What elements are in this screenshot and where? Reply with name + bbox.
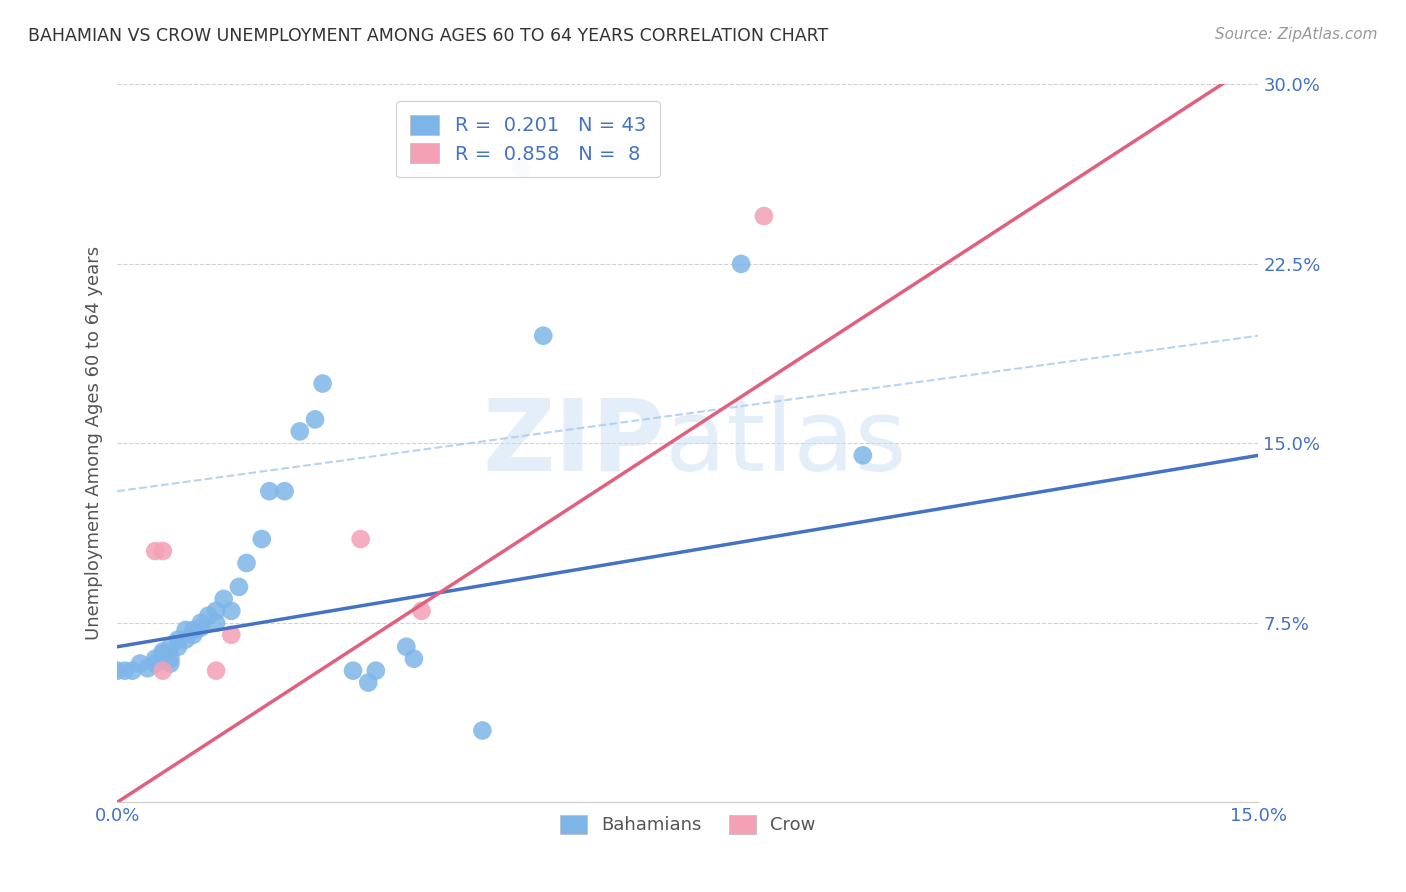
Point (143, 544, 166, 558)
Point (190, 615, 212, 630)
Point (129, 657, 152, 671)
Legend: Bahamians, Crow: Bahamians, Crow (551, 806, 825, 844)
Point (174, 632, 197, 647)
Point (350, 532, 373, 546)
Point (143, 657, 166, 671)
Point (471, 723, 494, 738)
Point (159, 651, 181, 665)
Point (181, 628, 204, 642)
Point (342, 664, 364, 678)
Point (152, 664, 174, 678)
Point (273, 484, 295, 499)
Point (852, 448, 875, 462)
Point (357, 675, 380, 690)
Point (235, 556, 257, 570)
Point (221, 628, 243, 642)
Point (395, 640, 418, 654)
Point (364, 664, 387, 678)
Point (114, 664, 136, 678)
Text: Source: ZipAtlas.com: Source: ZipAtlas.com (1215, 27, 1378, 42)
Point (304, 412, 326, 426)
Point (152, 644, 174, 658)
Point (228, 580, 250, 594)
Point (181, 623, 204, 637)
Point (159, 657, 181, 671)
Point (105, 664, 128, 678)
Point (167, 632, 190, 647)
Point (152, 544, 174, 558)
Point (121, 664, 143, 678)
Point (509, 161, 531, 176)
Text: BAHAMIAN VS CROW UNEMPLOYMENT AMONG AGES 60 TO 64 YEARS CORRELATION CHART: BAHAMIAN VS CROW UNEMPLOYMENT AMONG AGES… (28, 27, 828, 45)
Point (250, 532, 273, 546)
Point (205, 604, 228, 618)
Text: ZIP: ZIP (482, 395, 665, 491)
Point (259, 484, 281, 499)
Point (190, 621, 212, 635)
Point (212, 591, 235, 606)
Point (402, 651, 425, 665)
Point (531, 328, 554, 343)
Point (136, 661, 159, 675)
Point (205, 664, 228, 678)
Y-axis label: Unemployment Among Ages 60 to 64 years: Unemployment Among Ages 60 to 64 years (86, 246, 103, 640)
Point (205, 615, 228, 630)
Point (167, 640, 190, 654)
Point (197, 608, 219, 623)
Point (143, 651, 166, 665)
Point (152, 647, 174, 661)
Point (730, 257, 752, 271)
Point (411, 604, 433, 618)
Point (174, 623, 197, 637)
Point (288, 425, 311, 439)
Point (311, 376, 333, 391)
Point (752, 209, 775, 223)
Text: atlas: atlas (665, 395, 907, 491)
Point (221, 604, 243, 618)
Point (159, 640, 181, 654)
